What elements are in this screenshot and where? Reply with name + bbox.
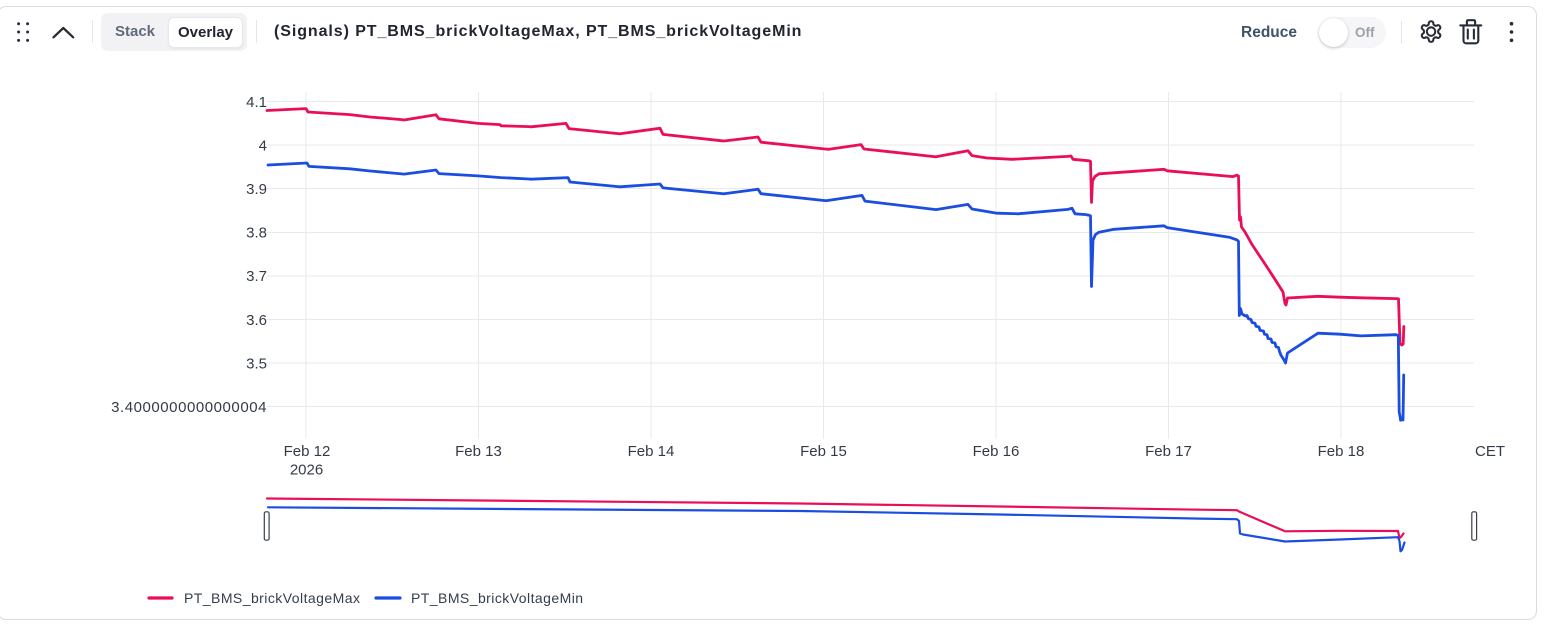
- svg-text:4: 4: [259, 137, 267, 154]
- svg-text:Feb 17: Feb 17: [1145, 443, 1192, 460]
- svg-text:PT_BMS_brickVoltageMax: PT_BMS_brickVoltageMax: [184, 590, 360, 606]
- svg-text:Feb 12: Feb 12: [284, 443, 331, 460]
- svg-text:3.5: 3.5: [246, 355, 267, 372]
- svg-text:Feb 18: Feb 18: [1318, 443, 1365, 460]
- svg-text:3.7: 3.7: [246, 268, 267, 285]
- svg-text:PT_BMS_brickVoltageMin: PT_BMS_brickVoltageMin: [411, 590, 584, 606]
- svg-text:3.6: 3.6: [246, 312, 267, 329]
- svg-text:3.8: 3.8: [246, 225, 267, 242]
- svg-text:2026: 2026: [290, 462, 323, 479]
- svg-text:3.9: 3.9: [246, 181, 267, 198]
- svg-text:4.1: 4.1: [246, 94, 267, 111]
- svg-text:Feb 16: Feb 16: [973, 443, 1020, 460]
- svg-text:CET: CET: [1475, 443, 1505, 460]
- svg-text:Feb 14: Feb 14: [628, 443, 675, 460]
- svg-text:Feb 13: Feb 13: [455, 443, 502, 460]
- svg-text:Feb 15: Feb 15: [800, 443, 847, 460]
- svg-text:3.4000000000000004: 3.4000000000000004: [111, 399, 267, 416]
